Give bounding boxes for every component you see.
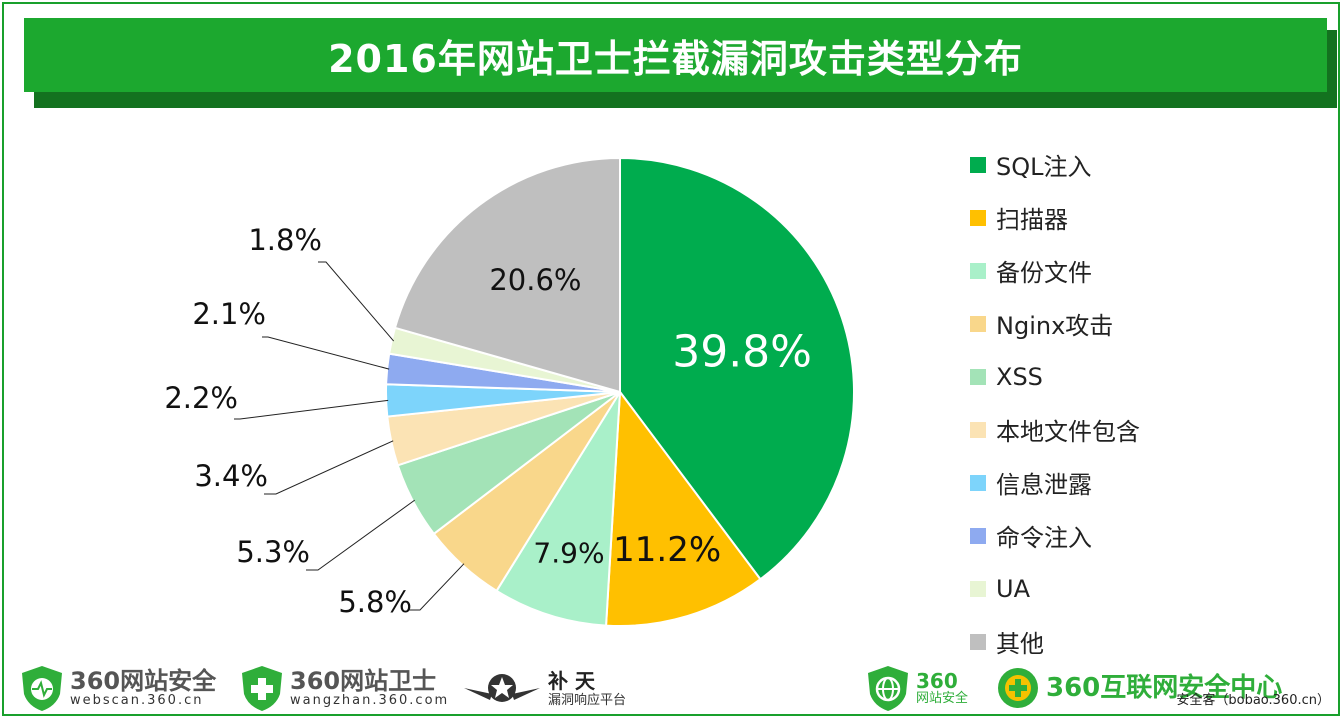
- legend-swatch-4: [970, 368, 986, 385]
- leader-line-6: [234, 399, 389, 420]
- slice-label-0: 39.8%: [672, 327, 812, 378]
- legend-label-2: 备份文件: [996, 259, 1092, 287]
- footer: 360网站安全 webscan.360.cn 360网站卫士 wangzhan.…: [0, 660, 1344, 716]
- pie-slice-9: [393, 156, 621, 394]
- legend-swatch-1: [970, 209, 986, 226]
- chart-legend: SQL注入扫描器备份文件 Nginx攻击 XSS 本地文件包含 信息泄露命令注入 UA 其他: [970, 138, 1140, 668]
- logo-360-center-name: 360互联网安全中心: [1046, 673, 1283, 703]
- legend-swatch-7: [970, 527, 986, 544]
- legend-item-6: 信息泄露: [970, 456, 1140, 509]
- logo-360-center: 360互联网安全中心: [996, 664, 1282, 712]
- legend-item-7: 命令注入: [970, 509, 1140, 562]
- legend-label-6: 信息泄露: [996, 471, 1092, 499]
- slice-label-2: 7.9%: [533, 536, 604, 569]
- shield-heartbeat-icon: [22, 666, 62, 711]
- legend-item-9: 其他: [970, 615, 1140, 668]
- slice-label-7: 2.1%: [192, 297, 266, 331]
- legend-item-0: SQL注入: [970, 138, 1140, 191]
- legend-item-3: Nginx攻击: [970, 297, 1140, 350]
- pie-slice-1: [604, 389, 762, 627]
- leader-line-7: [262, 336, 390, 370]
- legend-swatch-3: [970, 315, 986, 332]
- slice-label-8: 1.8%: [248, 223, 322, 257]
- legend-label-3: Nginx攻击: [996, 312, 1114, 340]
- copyright-text: 安全客（bobao.360.cn）: [1176, 693, 1330, 708]
- legend-label-7: 命令注入: [996, 524, 1092, 552]
- legend-swatch-5: [970, 421, 986, 438]
- chart-title: 2016年网站卫士拦截漏洞攻击类型分布: [328, 36, 1023, 81]
- slice-label-6: 2.2%: [164, 381, 238, 415]
- logo-butian-sub: 漏洞响应平台: [548, 693, 627, 708]
- pie-slice-2: [495, 391, 621, 627]
- logo-butian: 补 天 漏洞响应平台: [462, 666, 626, 710]
- logo-wangzhan: 360网站卫士 wangzhan.360.com: [240, 664, 449, 712]
- slice-label-3: 5.8%: [338, 585, 412, 619]
- legend-label-4: XSS: [996, 362, 1043, 391]
- leader-line-3: [408, 563, 465, 611]
- legend-label-0: SQL注入: [996, 153, 1092, 181]
- slice-label-1: 11.2%: [613, 530, 721, 570]
- logo-webscan-url: webscan.360.cn: [70, 693, 204, 708]
- legend-label-1: 扫描器: [996, 206, 1068, 234]
- legend-swatch-2: [970, 262, 986, 279]
- logo-360-site-sub: 网站安全: [916, 691, 969, 706]
- logo-webscan: 360网站安全 webscan.360.cn: [20, 664, 216, 712]
- slice-label-9: 20.6%: [489, 263, 581, 297]
- legend-item-2: 备份文件: [970, 244, 1140, 297]
- logo-360-site-name: 360: [916, 669, 958, 693]
- legend-item-1: 扫描器: [970, 191, 1140, 244]
- leader-line-4: [306, 499, 416, 571]
- legend-item-4: XSS: [970, 350, 1140, 403]
- shield-globe-icon: [868, 666, 908, 711]
- logo-360-site: 360 网站安全: [866, 664, 968, 712]
- logo-webscan-name: 360网站安全: [70, 667, 217, 695]
- leader-line-5: [264, 440, 394, 495]
- pie-slice-0: [619, 156, 855, 581]
- legend-swatch-0: [970, 156, 986, 173]
- legend-item-8: UA: [970, 562, 1140, 615]
- legend-swatch-8: [970, 580, 986, 597]
- leader-line-8: [318, 261, 395, 342]
- logo-wangzhan-url: wangzhan.360.com: [290, 693, 450, 708]
- shield-cross-icon: [242, 666, 282, 711]
- legend-item-5: 本地文件包含: [970, 403, 1140, 456]
- slice-label-5: 3.4%: [194, 459, 268, 493]
- logo-wangzhan-name: 360网站卫士: [290, 667, 437, 695]
- logo-butian-name: 补 天: [548, 669, 595, 693]
- legend-label-8: UA: [996, 574, 1030, 603]
- legend-label-9: 其他: [996, 630, 1044, 658]
- slice-label-4: 5.3%: [236, 535, 310, 569]
- winged-star-icon: [464, 674, 540, 702]
- shield-plus-icon: [998, 668, 1038, 708]
- title-banner: 2016年网站卫士拦截漏洞攻击类型分布: [24, 18, 1327, 92]
- legend-swatch-6: [970, 474, 986, 491]
- legend-label-5: 本地文件包含: [996, 418, 1140, 446]
- legend-swatch-9: [970, 633, 986, 650]
